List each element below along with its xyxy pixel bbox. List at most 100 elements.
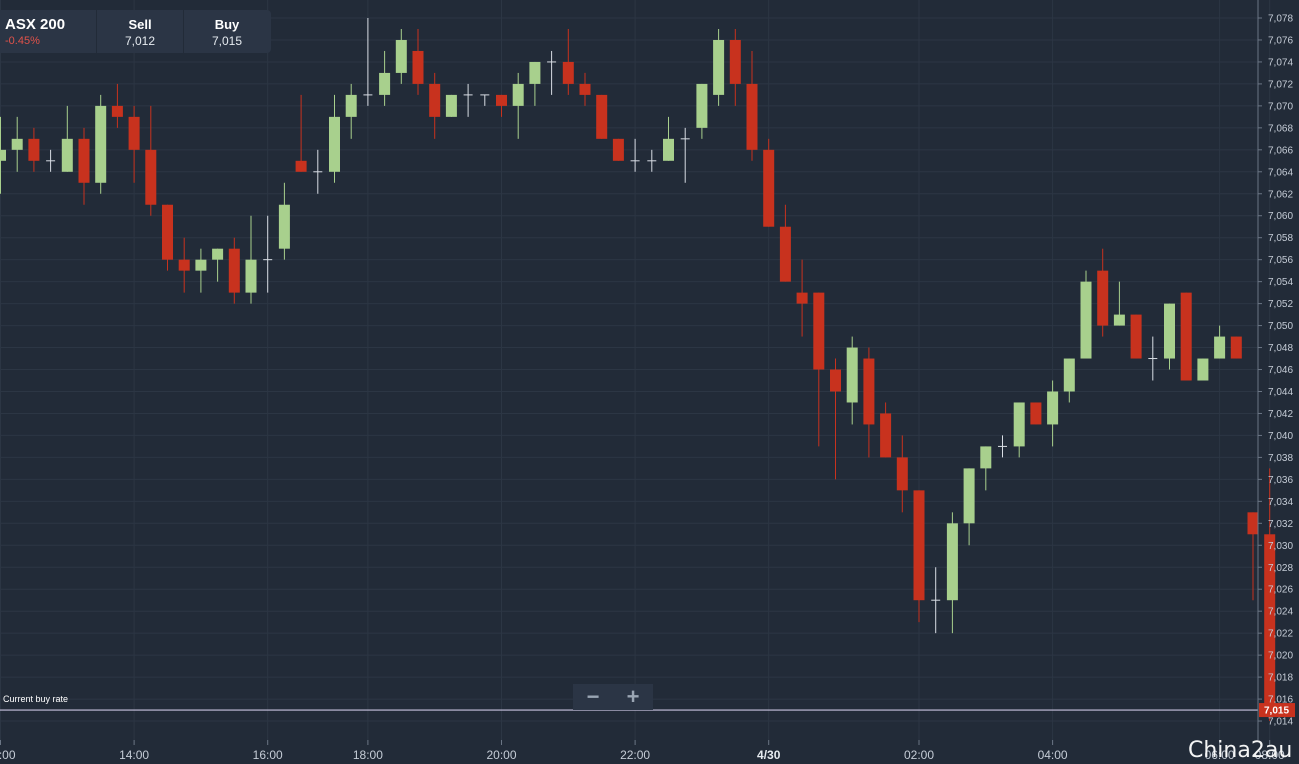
- current-buy-rate-label: Current buy rate: [3, 694, 69, 704]
- y-tick-label: 7,078: [1268, 14, 1293, 25]
- x-tick-label: 08:00: [1255, 748, 1285, 762]
- candle-body: [529, 61, 541, 84]
- y-tick-label: 7,040: [1268, 431, 1293, 442]
- instrument-change: -0.45%: [5, 35, 40, 47]
- y-tick-label: 7,020: [1268, 651, 1293, 662]
- instrument-name: ASX 200: [5, 16, 66, 33]
- sell-button[interactable]: Sell 7,012: [96, 10, 183, 53]
- candle-body: [896, 457, 908, 491]
- candles: [0, 18, 1276, 722]
- candle-body: [612, 138, 624, 161]
- candle-body: [78, 138, 90, 183]
- y-tick-label: 7,034: [1268, 497, 1293, 508]
- zoom-in-button[interactable]: +: [626, 684, 640, 709]
- candle-body: [963, 468, 975, 524]
- y-tick-label: 7,018: [1268, 673, 1293, 684]
- candle-body: [111, 105, 123, 117]
- y-tick-label: 7,032: [1268, 519, 1293, 530]
- y-tick-label: 7,060: [1268, 211, 1293, 222]
- instrument-info[interactable]: ASX 200 -0.45%: [0, 10, 96, 53]
- candle-body: [278, 204, 290, 249]
- candle-body: [880, 413, 892, 458]
- candle-body: [1130, 314, 1142, 359]
- candle-body: [329, 116, 340, 172]
- x-tick-label: 16:00: [253, 748, 283, 762]
- y-axis: 7,014 7,016 7,018 7,020 7,022 7,024 7,026 7,028…: [1257, 0, 1293, 740]
- y-tick-label: 7,030: [1268, 541, 1293, 552]
- buy-button[interactable]: Buy 7,015: [183, 10, 270, 53]
- grid-lines: [0, 0, 1271, 740]
- instrument-panel: ASX 200 -0.45% Sell 7,012 Buy 7,015: [0, 10, 271, 53]
- candle-body: [1197, 358, 1209, 381]
- y-tick-label: 7,026: [1268, 585, 1293, 596]
- candle-body: [1264, 534, 1276, 711]
- candle-body: [178, 259, 190, 271]
- candle-body: [128, 116, 140, 150]
- candle-body: [0, 149, 6, 161]
- candle-body: [763, 149, 775, 227]
- candle-body: [729, 39, 741, 84]
- candle-body: [445, 94, 457, 117]
- candle-body: [512, 83, 524, 106]
- candle-body: [863, 358, 875, 425]
- candle-body: [980, 446, 992, 469]
- candle-body: [562, 61, 574, 84]
- y-tick-label: 7,024: [1268, 607, 1293, 618]
- current-rate-badge: 7,015: [1259, 703, 1295, 718]
- x-tick-label: 4/30: [757, 748, 781, 762]
- y-tick-label: 7,016: [1268, 695, 1293, 706]
- candle-body: [295, 160, 307, 172]
- candle-body: [696, 83, 708, 128]
- candle-body: [412, 50, 424, 84]
- y-tick-label: 7,050: [1268, 321, 1293, 332]
- x-tick-label: 18:00: [353, 748, 383, 762]
- buy-label: Buy: [214, 17, 240, 32]
- current-rate-badge-text: 7,015: [1264, 706, 1289, 717]
- y-tick-label: 7,076: [1268, 35, 1293, 46]
- y-tick-label: 7,066: [1268, 145, 1293, 156]
- sell-value: 7,012: [124, 34, 156, 48]
- candle-body: [145, 149, 157, 205]
- y-tick-label: 7,072: [1268, 79, 1293, 90]
- y-tick-label: 7,074: [1268, 57, 1293, 68]
- candle-body: [245, 259, 257, 293]
- candle-body: [1013, 402, 1025, 447]
- candle-body: [1030, 402, 1042, 425]
- y-tick-label: 7,062: [1268, 189, 1293, 200]
- candle-body: [379, 72, 391, 95]
- y-tick-label: 7,036: [1268, 475, 1293, 486]
- candle-body: [162, 204, 173, 260]
- y-tick-label: 7,058: [1268, 233, 1293, 244]
- candle-body: [345, 94, 357, 117]
- candle-body: [28, 138, 40, 161]
- candle-body: [796, 292, 808, 304]
- candle-body: [195, 259, 207, 271]
- x-tick-label: 20:00: [486, 748, 516, 762]
- candle-body: [1164, 303, 1175, 359]
- candle-body: [61, 138, 73, 172]
- y-tick-label: 7,054: [1268, 277, 1293, 288]
- candle-body: [779, 226, 791, 282]
- candle-body: [429, 83, 441, 117]
- zoom-controls: − +: [573, 684, 653, 710]
- y-tick-label: 7,028: [1268, 563, 1293, 574]
- candle-body: [746, 83, 758, 150]
- y-tick-label: 7,056: [1268, 255, 1293, 266]
- y-tick-label: 7,048: [1268, 343, 1293, 354]
- zoom-out-button[interactable]: −: [586, 684, 600, 709]
- x-tick-label: 12:00: [0, 748, 16, 762]
- candle-body: [1063, 358, 1075, 392]
- y-tick-label: 7,052: [1268, 299, 1293, 310]
- y-tick-label: 7,014: [1268, 717, 1293, 728]
- candle-body: [713, 39, 725, 95]
- x-tick-label: 04:00: [1038, 748, 1068, 762]
- y-tick-label: 7,038: [1268, 453, 1293, 464]
- x-tick-label: 06:00: [1205, 748, 1235, 762]
- candle-body: [1113, 314, 1125, 326]
- y-tick-label: 7,070: [1268, 101, 1293, 112]
- candle-body: [1230, 336, 1242, 359]
- candle-body: [212, 248, 224, 260]
- x-tick-label: 22:00: [620, 748, 650, 762]
- candle-body: [1180, 292, 1192, 381]
